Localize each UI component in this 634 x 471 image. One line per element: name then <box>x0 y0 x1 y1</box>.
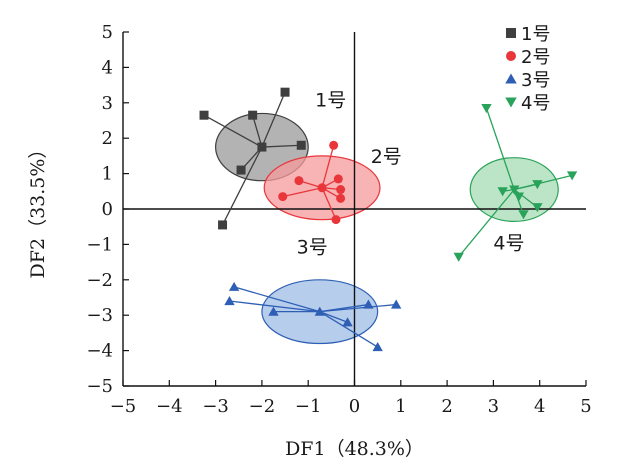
x-tick-label-7: 1 <box>395 396 406 417</box>
spoke-3-6 <box>319 303 397 313</box>
spoke-4-1 <box>485 107 515 190</box>
data-points <box>199 87 578 352</box>
data-point-4-6 <box>532 203 543 213</box>
data-point-4-7 <box>518 210 529 220</box>
centroid-4 <box>509 185 520 195</box>
data-point-3-3 <box>268 306 279 316</box>
x-tick-label-9: 3 <box>488 396 499 417</box>
data-point-3-5 <box>363 299 374 309</box>
data-point-2-4 <box>278 192 288 202</box>
legend-label-1: 1号 <box>521 24 550 45</box>
legend-marker-4 <box>505 97 517 108</box>
data-point-3-1 <box>228 281 240 291</box>
group-label-2: 2号 <box>371 146 402 168</box>
y-tick-label-6: 0 <box>102 199 113 220</box>
data-point-1-2 <box>248 110 258 120</box>
spoke-1-4 <box>261 144 302 148</box>
legend-label-2: 2号 <box>521 47 550 68</box>
group-label-3: 3号 <box>297 236 328 258</box>
y-tick-label-3: −3 <box>86 305 113 326</box>
data-point-1-5 <box>236 165 246 175</box>
x-tick-label-10: 4 <box>534 396 545 417</box>
y-tick-label-9: 3 <box>102 93 113 114</box>
spoke-4-8 <box>458 189 515 258</box>
y-tick-label-2: −4 <box>86 341 113 362</box>
zero-lines <box>123 32 586 386</box>
legend-label-3: 3号 <box>521 70 550 91</box>
y-tick-label-8: 2 <box>102 128 113 149</box>
x-tick-label-4: −2 <box>249 396 276 417</box>
spoke-1-3 <box>261 91 286 148</box>
data-point-1-3 <box>280 87 290 97</box>
y-tick-label-1: −5 <box>86 376 113 397</box>
data-point-1-1 <box>199 110 209 120</box>
data-point-2-1 <box>329 140 339 150</box>
x-axis-title: DF1（48.3%） <box>285 438 424 460</box>
spoke-3-4 <box>319 311 348 323</box>
y-tick-label-7: 1 <box>102 164 113 185</box>
spoke-2-7 <box>321 187 337 220</box>
data-point-4-2 <box>566 171 578 181</box>
data-point-2-6 <box>336 193 346 203</box>
data-point-2-5 <box>336 185 346 195</box>
data-point-1-4 <box>296 140 306 150</box>
centroid-1 <box>257 142 267 152</box>
y-tick-label-10: 4 <box>102 57 113 78</box>
data-point-4-8 <box>453 252 464 262</box>
group-label-4: 4号 <box>493 233 524 255</box>
data-point-4-5 <box>513 192 525 202</box>
spoke-3-2 <box>229 300 320 313</box>
x-tick-label-2: −4 <box>156 396 183 417</box>
spoke-1-6 <box>221 146 263 226</box>
spoke-1-1 <box>203 114 263 148</box>
data-point-4-1 <box>481 104 492 114</box>
y-tick-label-5: −1 <box>86 234 113 255</box>
x-tick-label-8: 2 <box>441 396 452 417</box>
data-point-3-6 <box>390 299 402 309</box>
axis-ticks: −5 −4 −3 −2 −1 0 1 2 3 4 5 −5 −4 −3 −2 −1 0 1 2 3 4 5 <box>86 22 591 417</box>
x-tick-label-3: −3 <box>202 396 229 417</box>
spoke-2-4 <box>282 187 323 198</box>
data-point-2-3 <box>333 174 343 184</box>
y-tick-label-4: −2 <box>86 270 113 291</box>
x-tick-label-1: −5 <box>110 396 137 417</box>
data-point-3-2 <box>224 295 235 306</box>
data-point-3-7 <box>372 342 383 352</box>
spoke-1-2 <box>252 115 263 148</box>
spoke-3-7 <box>319 311 378 348</box>
spoke-2-1 <box>321 145 335 188</box>
data-point-2-2 <box>294 176 304 186</box>
group-label-1: 1号 <box>315 89 346 111</box>
group-labels: 1号 2号 3号 4号 <box>297 89 525 258</box>
legend-marker-3 <box>505 73 517 84</box>
centroid-3 <box>314 306 325 316</box>
data-point-3-4 <box>342 317 353 327</box>
centroid-2 <box>317 183 327 193</box>
data-point-1-6 <box>218 220 228 230</box>
spoke-3-1 <box>233 286 320 313</box>
y-tick-label-11: 5 <box>102 22 113 43</box>
data-point-2-7 <box>331 215 341 225</box>
legend-label-4: 4号 <box>521 93 550 114</box>
legend-marker-1 <box>506 28 516 38</box>
legend-marker-2 <box>506 51 516 61</box>
data-point-4-3 <box>497 187 508 197</box>
x-tick-label-11: 5 <box>580 396 591 417</box>
x-tick-label-5: −1 <box>295 396 322 417</box>
y-axis-title: DF2（33.5%） <box>27 140 49 279</box>
x-tick-label-6: 0 <box>349 396 360 417</box>
data-point-4-4 <box>532 180 543 190</box>
spoke-4-4 <box>514 183 538 191</box>
